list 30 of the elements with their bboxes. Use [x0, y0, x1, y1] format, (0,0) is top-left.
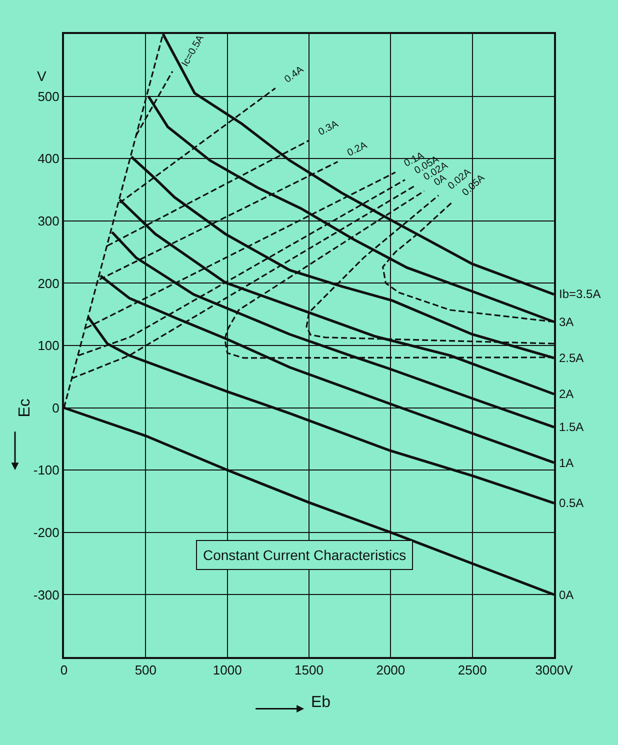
x-tick-label: 500: [134, 662, 157, 678]
series-label: Ib=3.5A: [559, 287, 601, 301]
text: V: [37, 68, 47, 84]
series-label: 2A: [559, 387, 574, 401]
text: 0.4A: [282, 64, 306, 86]
x-tick-label: 2000: [376, 662, 406, 678]
x-tick-label: 3000V: [535, 662, 574, 678]
x-tick-label: 1000: [212, 662, 242, 678]
y-tick-label: 400: [38, 151, 60, 166]
text: Constant Current Characteristics: [203, 547, 406, 563]
x-axis-title: Eb: [311, 694, 331, 711]
text: 0.3A: [316, 118, 340, 138]
y-axis-title: Ec: [16, 398, 34, 418]
y-tick-label: 500: [38, 88, 60, 104]
y-tick-label: -300: [33, 587, 60, 602]
text: 0.2A: [346, 140, 370, 159]
x-tick-label: 2500: [458, 662, 487, 678]
y-tick-label: 0: [52, 400, 60, 416]
series-label: 1.5A: [559, 420, 584, 434]
y-tick-label: 300: [38, 213, 60, 228]
series-label: 3A: [559, 315, 574, 329]
y-tick-label: 100: [38, 338, 60, 354]
x-tick-label: 1500: [294, 662, 324, 678]
series-label: 2.5A: [559, 351, 584, 365]
series-label: 1A: [559, 456, 574, 470]
series-label: 0A: [559, 588, 574, 602]
y-tick-label: -100: [33, 462, 60, 478]
y-tick-label: 200: [38, 276, 60, 291]
y-tick-label: -200: [33, 524, 60, 540]
series-label: 0.5A: [559, 496, 584, 510]
